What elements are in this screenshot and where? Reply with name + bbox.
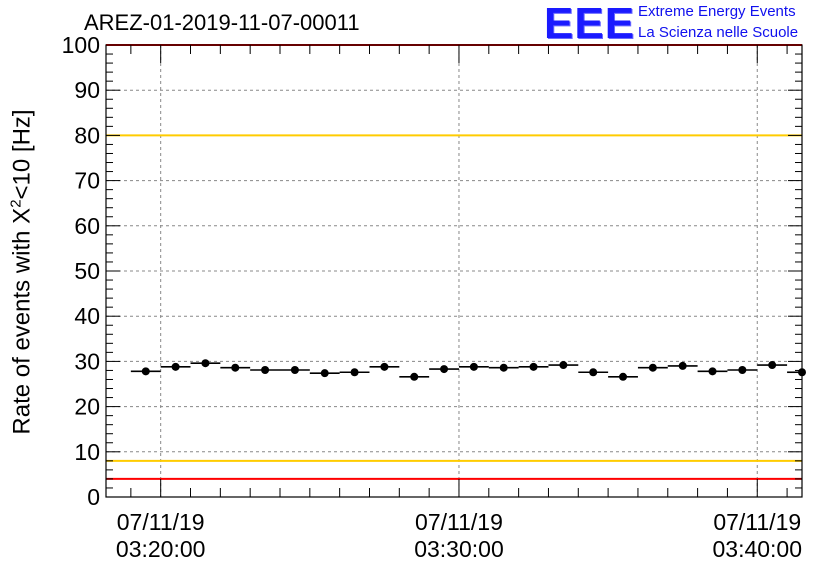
y-axis-label-suffix: <10 [Hz]	[8, 109, 36, 200]
data-point	[768, 361, 777, 370]
x-tick-label-date: 07/11/19	[415, 509, 503, 535]
data-point	[231, 363, 240, 372]
data-point	[708, 367, 717, 376]
data-point	[261, 365, 270, 374]
data-point	[410, 372, 419, 381]
data-point	[380, 362, 389, 371]
y-tick-label: 100	[62, 32, 100, 58]
data-point	[589, 368, 598, 377]
chart-title: AREZ-01-2019-11-07-00011	[84, 10, 360, 35]
data-point	[559, 361, 568, 370]
y-tick-label: 80	[74, 122, 100, 148]
data-point	[350, 368, 359, 377]
logo-text-line-1: Extreme Energy Events	[638, 3, 796, 20]
y-tick-label: 30	[74, 348, 100, 374]
data-point	[440, 365, 449, 374]
data-point	[619, 372, 628, 381]
data-point	[678, 361, 687, 370]
data-point	[648, 363, 657, 372]
y-tick-label: 60	[74, 213, 100, 239]
logo-text-line-2: La Scienza nelle Scuole	[638, 24, 799, 41]
y-tick-label: 70	[74, 168, 100, 194]
x-tick-label-date: 07/11/19	[117, 509, 205, 535]
data-point	[529, 362, 538, 371]
data-point	[141, 367, 150, 376]
data-point	[320, 369, 329, 378]
data-point	[798, 368, 806, 377]
x-tick-label-time: 03:20:00	[116, 536, 206, 562]
data-point	[171, 362, 180, 371]
y-axis-label-prefix: Rate of events with X	[8, 207, 36, 435]
x-tick-label-date: 07/11/19	[713, 509, 801, 535]
y-tick-label: 90	[74, 77, 100, 103]
y-tick-label: 20	[74, 394, 100, 420]
x-tick-label-time: 03:40:00	[712, 536, 802, 562]
y-axis-label-superscript: 2	[7, 199, 25, 208]
data-point	[290, 365, 299, 374]
y-axis-label: Rate of events with X2<10 [Hz]	[8, 109, 37, 434]
y-tick-label: 0	[87, 484, 100, 510]
data-point	[469, 362, 478, 371]
data-point	[499, 363, 508, 372]
data-point	[738, 365, 747, 374]
x-tick-label-time: 03:30:00	[414, 536, 504, 562]
eee-logo: EEE	[544, 0, 636, 48]
data-point	[201, 359, 210, 368]
y-tick-label: 10	[74, 439, 100, 465]
y-tick-label: 50	[74, 258, 100, 284]
y-tick-label: 40	[74, 303, 100, 329]
